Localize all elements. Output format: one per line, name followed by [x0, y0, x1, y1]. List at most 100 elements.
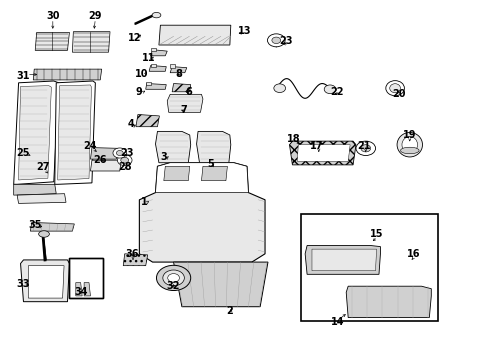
Polygon shape: [163, 166, 189, 181]
Polygon shape: [167, 94, 203, 112]
Polygon shape: [55, 81, 95, 184]
Polygon shape: [123, 254, 147, 266]
Ellipse shape: [39, 231, 49, 237]
Polygon shape: [17, 194, 66, 203]
Polygon shape: [145, 82, 150, 85]
Text: 21: 21: [356, 141, 370, 151]
Text: 2: 2: [226, 306, 233, 316]
Polygon shape: [72, 32, 110, 52]
Bar: [69, 258, 102, 298]
Text: 34: 34: [74, 287, 87, 297]
Circle shape: [116, 150, 123, 156]
Text: 17: 17: [309, 141, 323, 151]
Text: 26: 26: [93, 155, 107, 165]
Polygon shape: [76, 283, 82, 296]
Polygon shape: [150, 50, 167, 56]
Polygon shape: [90, 160, 121, 171]
Text: 29: 29: [88, 11, 102, 21]
Polygon shape: [305, 246, 380, 274]
Ellipse shape: [396, 132, 422, 157]
Ellipse shape: [152, 12, 161, 18]
Text: 24: 24: [83, 141, 97, 151]
Ellipse shape: [385, 81, 404, 96]
Polygon shape: [311, 249, 376, 271]
Ellipse shape: [389, 84, 400, 93]
Circle shape: [117, 155, 132, 166]
Text: 1: 1: [141, 197, 147, 207]
Polygon shape: [289, 141, 355, 165]
Polygon shape: [150, 48, 155, 51]
Polygon shape: [155, 163, 248, 193]
Polygon shape: [35, 32, 69, 50]
Text: 8: 8: [175, 69, 182, 79]
Polygon shape: [136, 114, 159, 127]
Polygon shape: [170, 64, 175, 68]
Text: 35: 35: [28, 220, 42, 230]
Polygon shape: [149, 66, 166, 71]
Circle shape: [324, 85, 335, 94]
Polygon shape: [159, 25, 230, 45]
Text: 22: 22: [330, 87, 344, 97]
Polygon shape: [139, 163, 264, 262]
Text: 23: 23: [279, 36, 292, 46]
Ellipse shape: [401, 136, 417, 153]
Circle shape: [355, 141, 375, 156]
Polygon shape: [145, 84, 166, 89]
Circle shape: [167, 274, 179, 282]
Text: 30: 30: [46, 11, 60, 21]
Text: 32: 32: [166, 281, 180, 291]
Bar: [300, 214, 437, 321]
Circle shape: [113, 148, 126, 158]
Circle shape: [156, 265, 190, 291]
Polygon shape: [33, 69, 102, 80]
Polygon shape: [84, 283, 90, 296]
Polygon shape: [346, 286, 430, 318]
Polygon shape: [14, 81, 59, 184]
Polygon shape: [30, 222, 74, 231]
Text: 28: 28: [118, 162, 131, 172]
Polygon shape: [196, 131, 230, 163]
Text: 6: 6: [184, 87, 191, 97]
Text: 4: 4: [127, 119, 134, 129]
Circle shape: [163, 270, 184, 286]
Text: 16: 16: [406, 249, 419, 259]
Bar: [69, 258, 102, 298]
Text: 9: 9: [136, 87, 142, 97]
Text: 18: 18: [286, 134, 300, 144]
Text: 10: 10: [135, 69, 148, 79]
Polygon shape: [297, 145, 349, 161]
Text: 31: 31: [17, 71, 30, 81]
Polygon shape: [170, 67, 186, 73]
Text: 14: 14: [330, 317, 344, 327]
Polygon shape: [155, 131, 190, 163]
Text: 5: 5: [206, 159, 213, 169]
Circle shape: [271, 37, 280, 44]
Circle shape: [267, 34, 285, 47]
Text: 19: 19: [402, 130, 416, 140]
Polygon shape: [28, 266, 64, 298]
Polygon shape: [14, 184, 56, 195]
Text: 12: 12: [127, 33, 141, 43]
Text: 13: 13: [237, 26, 251, 36]
Polygon shape: [201, 166, 227, 181]
Text: 15: 15: [369, 229, 383, 239]
Text: 25: 25: [17, 148, 30, 158]
Text: 23: 23: [120, 148, 134, 158]
Ellipse shape: [400, 147, 418, 154]
Polygon shape: [58, 85, 91, 180]
Text: 20: 20: [391, 89, 405, 99]
Text: 33: 33: [17, 279, 30, 289]
Text: 7: 7: [180, 105, 186, 115]
Text: 3: 3: [160, 152, 167, 162]
Text: 27: 27: [36, 162, 50, 172]
Polygon shape: [19, 86, 51, 180]
Circle shape: [360, 145, 370, 152]
Text: 11: 11: [142, 53, 156, 63]
Polygon shape: [173, 262, 267, 307]
Polygon shape: [20, 260, 69, 302]
Circle shape: [121, 157, 128, 163]
Polygon shape: [90, 148, 118, 159]
Circle shape: [273, 84, 285, 93]
Text: 36: 36: [125, 249, 139, 259]
Polygon shape: [172, 84, 190, 92]
